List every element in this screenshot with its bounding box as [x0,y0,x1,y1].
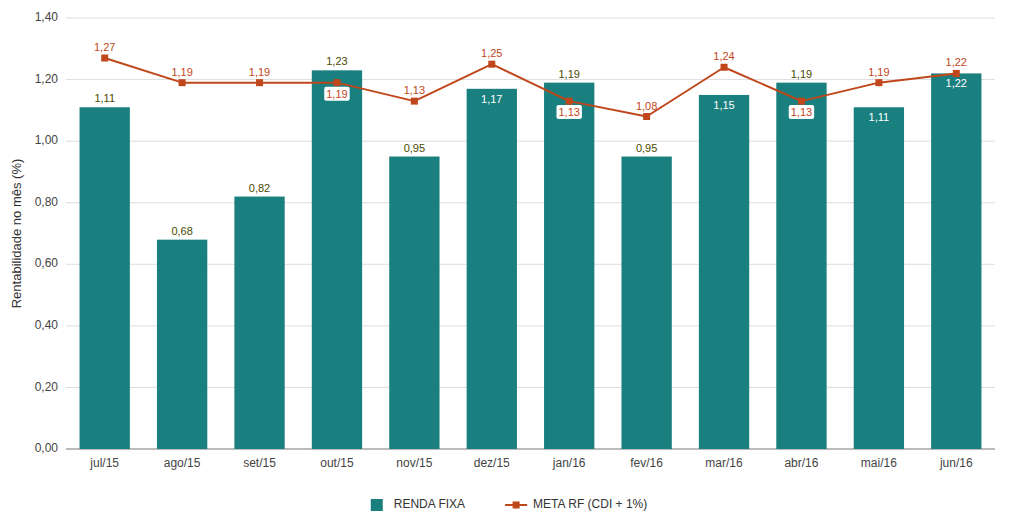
legend: RENDA FIXA META RF (CDI + 1%) [371,497,647,511]
line-marker [411,98,418,105]
line-data-label: 1,08 [636,100,657,112]
bar-data-label: 0,95 [404,142,425,154]
legend-marker [513,502,520,509]
x-tick-label: out/15 [320,456,354,470]
bar-data-label: 0,82 [249,182,270,194]
line-data-label: 1,13 [791,106,812,118]
bar-data-label: 0,95 [636,142,657,154]
y-tick-label: 1,20 [35,72,59,86]
bar-data-label: 1,15 [713,99,734,111]
line-marker [256,79,263,86]
chart: 0,00 0,20 0,40 0,60 0,80 1,00 1,20 1,40 Rentabil… [0,0,1013,529]
legend-item: RENDA FIXA [371,497,465,511]
legend-label: RENDA FIXA [394,497,465,511]
y-tick-label: 0,00 [35,441,59,455]
x-tick-label: abr/16 [784,456,818,470]
bar-data-label: 1,19 [791,68,812,80]
y-ticks: 0,00 0,20 0,40 0,60 0,80 1,00 1,20 1,40 [35,10,59,455]
bar-data-label: 1,19 [558,68,579,80]
line-data-label: 1,22 [946,56,967,68]
line-data-label: 1,19 [326,88,347,100]
x-tick-label: nov/15 [396,456,432,470]
line-marker [798,98,805,105]
bar [467,89,517,449]
y-tick-label: 1,00 [35,133,59,147]
legend-label: META RF (CDI + 1%) [533,497,647,511]
line-marker [953,70,960,77]
label-background [556,105,581,119]
line-data-label: 1,19 [171,66,192,78]
grid-line [66,18,995,19]
bar-data-label: 0,68 [171,225,192,237]
line [105,58,957,116]
bar [312,70,362,449]
y-axis-label: Rentabilidade no mês (%) [9,159,24,309]
bar [234,197,284,449]
bar [157,240,207,449]
line-marker [101,55,108,62]
bar-data-label: 1,11 [94,92,115,104]
line-data-label: 1,13 [558,106,579,118]
bar [544,83,594,449]
grid-line [66,79,995,80]
line-data-label: 1,19 [249,66,270,78]
bar-data-label: 1,22 [946,77,967,89]
y-tick-label: 0,60 [35,256,59,270]
line-data-label: 1,27 [94,41,115,53]
x-tick-label: fev/16 [630,456,663,470]
bar-data-label: 1,17 [481,93,502,105]
x-tick-label: jan/16 [552,456,586,470]
page: {"chart_data": {"type": "bar", "categori… [0,0,1013,529]
line-marker [566,98,573,105]
line-data-label: 1,13 [404,84,425,96]
line-marker [721,64,728,71]
bar [699,95,749,449]
line-marker [488,61,495,68]
y-tick-label: 1,40 [35,10,59,24]
line-marker [179,79,186,86]
x-tick-label: jul/15 [89,456,119,470]
x-tick-label: mar/16 [705,456,743,470]
bar [931,73,981,449]
bar [854,107,904,449]
line-data-label: 1,25 [481,47,502,59]
y-tick-label: 0,20 [35,380,59,394]
line-marker [875,79,882,86]
bar [80,107,130,449]
line-marker [333,79,340,86]
plot-marks [80,55,982,449]
x-tick-label: ago/15 [164,456,201,470]
y-tick-label: 0,40 [35,318,59,332]
bar-data-label: 1,11 [869,111,890,123]
x-ticks: jul/15 ago/15 set/15 out/15 nov/15 dez/15 jan/… [89,456,973,470]
x-tick-label: set/15 [243,456,276,470]
grid [66,18,995,449]
y-tick-label: 0,80 [35,195,59,209]
legend-swatch [371,499,383,511]
label-background [789,105,814,119]
x-tick-label: mai/16 [861,456,897,470]
line-data-label: 1,19 [868,66,889,78]
line-data-label: 1,24 [713,50,734,62]
bar-data-label: 1,23 [326,55,347,67]
bar [389,157,439,449]
data-labels: 1,11 1,27 0,68 1,19 0,82 1,19 1,23 1,19 0,95 1,13… [94,41,967,237]
bar [621,157,671,449]
label-background [324,87,349,101]
bar [776,83,826,449]
x-tick-label: jun/16 [939,456,973,470]
x-tick-label: dez/15 [474,456,510,470]
line-marker [643,113,650,120]
legend-item: META RF (CDI + 1%) [505,497,647,511]
